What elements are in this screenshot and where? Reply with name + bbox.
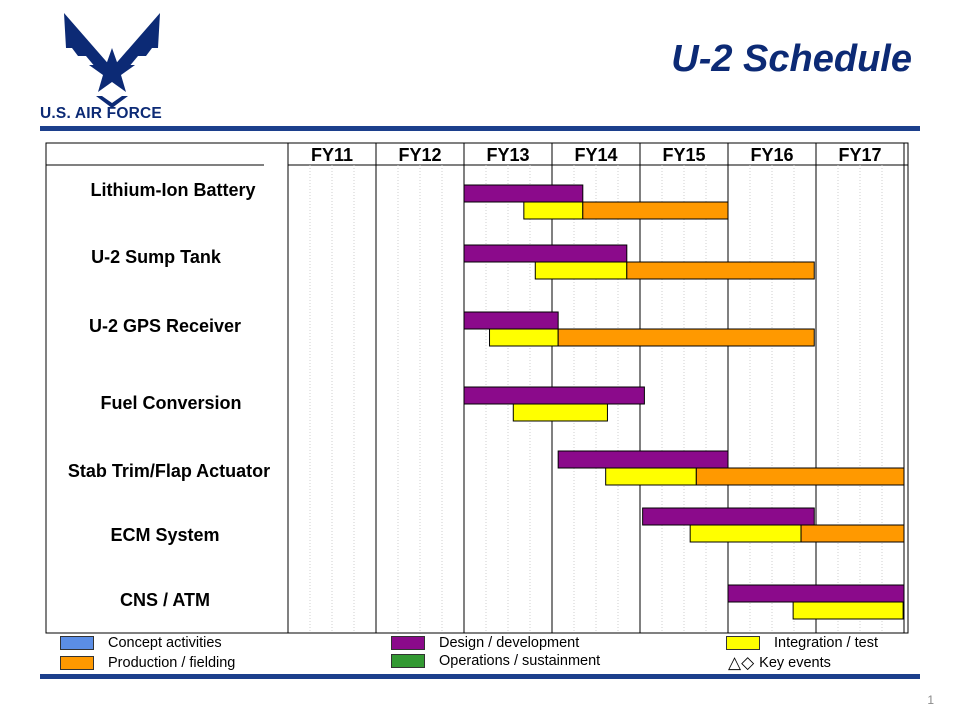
row-label: CNS / ATM [120, 590, 210, 610]
task-bar-production [582, 201, 729, 220]
task-bar-design [463, 244, 628, 263]
row-label: U-2 GPS Receiver [89, 316, 241, 336]
legend-production: Production / fielding [60, 655, 235, 671]
task-bar-integration [689, 524, 802, 543]
legend-operations: Operations / sustainment [391, 653, 600, 669]
legend-operations-label: Operations / sustainment [439, 653, 601, 669]
period-label-fy13: FY13 [486, 145, 529, 165]
logo-text: U.S. AIR FORCE [40, 105, 162, 122]
period-label-fy15: FY15 [662, 145, 705, 165]
page-title: U-2 Schedule [671, 38, 912, 80]
period-label-fy16: FY16 [750, 145, 793, 165]
task-bar-production [557, 328, 815, 347]
task-bar-production [800, 524, 905, 543]
row-label: Lithium-Ion Battery [91, 180, 256, 200]
legend-operations-swatch [391, 654, 425, 668]
legend-integration-swatch [726, 636, 760, 650]
period-label-fy14: FY14 [574, 145, 617, 165]
footer-divider [40, 674, 920, 679]
air-force-logo [36, 8, 188, 126]
task-bar-design [463, 184, 584, 203]
period-label-fy17: FY17 [838, 145, 881, 165]
page-number: 1 [927, 693, 934, 707]
task-bar-integration [605, 467, 697, 486]
task-bar-design [463, 386, 645, 405]
task-bar-design [463, 311, 559, 330]
task-bar-integration [512, 403, 608, 422]
task-bar-design [727, 584, 905, 603]
legend-design: Design / development [391, 635, 579, 651]
legend-production-swatch [60, 656, 94, 670]
task-bar-integration [792, 601, 904, 620]
row-label: Stab Trim/Flap Actuator [68, 461, 270, 481]
key-events-icon: △◇ [728, 653, 755, 672]
header-divider [40, 126, 920, 131]
air-force-wings-icon [64, 13, 160, 108]
legend-key-events-label: Key events [759, 655, 831, 671]
task-bar-design [642, 507, 815, 526]
legend-design-swatch [391, 636, 425, 650]
row-label: U-2 Sump Tank [91, 247, 222, 267]
task-bar-production [626, 261, 815, 280]
task-bar-production [695, 467, 905, 486]
task-bar-integration [489, 328, 559, 347]
task-bar-integration [523, 201, 584, 220]
legend-design-label: Design / development [439, 635, 580, 651]
legend-production-label: Production / fielding [108, 655, 236, 671]
legend-key-events: △◇ Key events [728, 653, 831, 672]
row-label: ECM System [110, 525, 219, 545]
legend-integration-label: Integration / test [774, 635, 878, 651]
period-label-fy11: FY11 [311, 145, 353, 165]
task-bar-design [557, 450, 729, 469]
period-label-fy12: FY12 [398, 145, 441, 165]
legend-integration: Integration / test [726, 635, 878, 651]
row-label: Fuel Conversion [100, 393, 241, 413]
legend-concept-swatch [60, 636, 94, 650]
legend-concept: Concept activities [60, 635, 222, 651]
task-bar-integration [534, 261, 628, 280]
legend-concept-label: Concept activities [108, 635, 222, 651]
